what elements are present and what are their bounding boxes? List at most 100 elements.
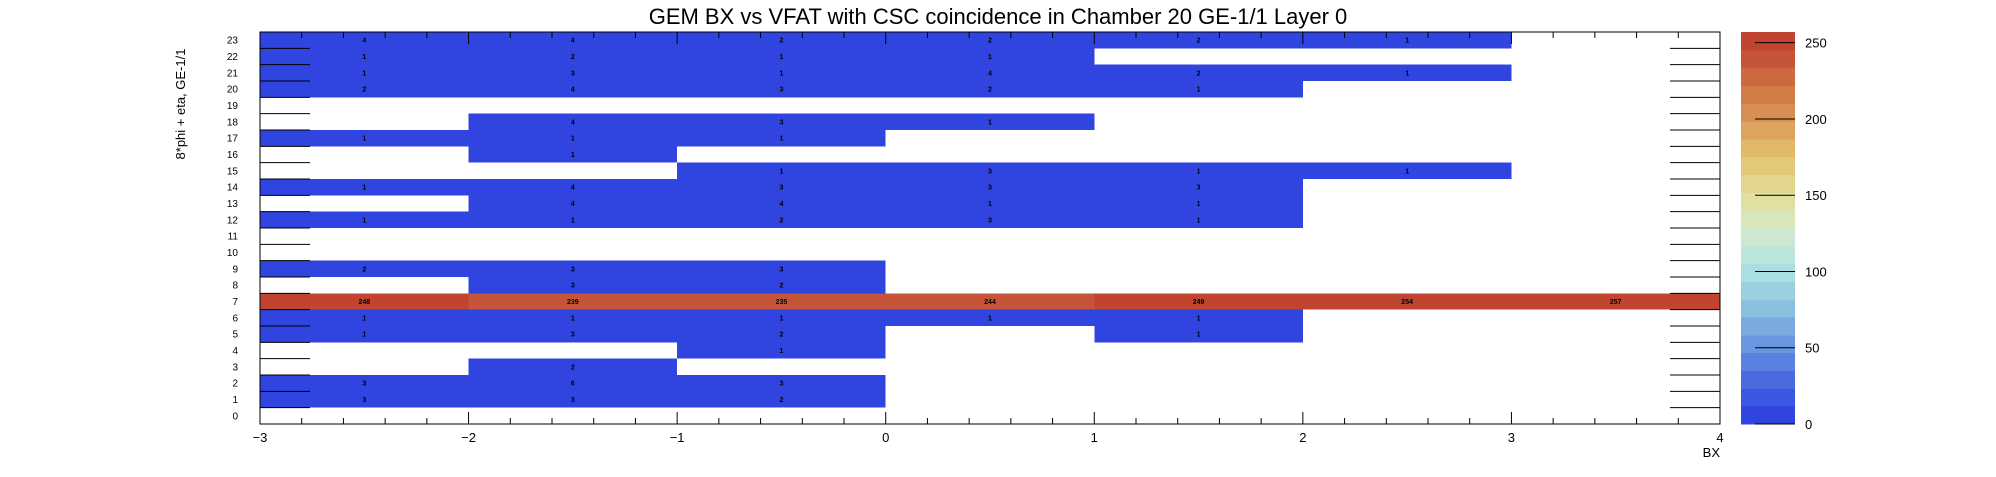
heatmap-cell: [885, 195, 1095, 212]
chart-title: GEM BX vs VFAT with CSC coincidence in C…: [649, 4, 1348, 29]
heatmap-cell: [1094, 179, 1303, 196]
heatmap-cell: [1511, 293, 1720, 310]
heatmap-cell: [1094, 309, 1303, 326]
cell-value-label: 4: [988, 70, 992, 77]
heatmap-cell: [677, 211, 886, 228]
colorbar-tick-label: 0: [1805, 417, 1812, 432]
heatmap-cell: [677, 113, 886, 130]
y-tick-label: 8: [232, 281, 238, 292]
cell-value-label: 1: [1405, 168, 1409, 175]
y-tick-label: 3: [232, 362, 238, 373]
colorbar-segment: [1741, 103, 1795, 122]
heatmap-cell: [677, 342, 886, 359]
cell-value-label: 3: [1197, 185, 1201, 192]
y-tick-label: 17: [227, 134, 239, 145]
colorbar-segment: [1741, 406, 1795, 425]
heatmap-cell: [677, 260, 886, 277]
heatmap-cell: [468, 375, 678, 392]
x-tick-label: 1: [1091, 430, 1098, 445]
colorbar-segment: [1741, 121, 1795, 140]
cell-value-label: 1: [571, 315, 575, 322]
y-tick-label: 18: [227, 117, 239, 128]
cell-value-label: 4: [571, 87, 575, 94]
y-tick-label: 0: [232, 411, 238, 422]
heatmap-cell: [677, 309, 886, 326]
cell-value-label: 249: [1193, 299, 1205, 306]
heatmap-cell: [1094, 211, 1303, 228]
heatmap-cell: [1094, 81, 1303, 98]
heatmap-cell: [468, 81, 678, 98]
heatmap-cell: [260, 211, 469, 228]
colorbar-segment: [1741, 49, 1795, 69]
heatmap-cell: [468, 391, 678, 408]
heatmap-cell: [677, 64, 886, 81]
y-tick-label: 13: [227, 199, 239, 210]
cell-value-label: 3: [988, 217, 992, 224]
cell-value-label: 235: [776, 299, 788, 306]
heatmap-cell: [1302, 32, 1512, 49]
heatmap-cell: [1094, 326, 1303, 343]
cell-value-label: 254: [1401, 299, 1413, 306]
cell-value-label: 1: [362, 70, 366, 77]
cell-value-label: 2: [779, 397, 783, 404]
heatmap-cell: [260, 260, 469, 277]
cell-value-label: 2: [1197, 70, 1201, 77]
cell-value-label: 2: [571, 364, 575, 371]
heatmap-cell: [260, 179, 469, 196]
y-tick-label: 12: [227, 215, 239, 226]
cell-value-label: 1: [362, 54, 366, 61]
heatmap-cell: [885, 293, 1095, 310]
colorbar-tick-label: 200: [1805, 112, 1827, 127]
cell-value-label: 3: [779, 185, 783, 192]
cell-value-label: 3: [779, 87, 783, 94]
heatmap-cell: [468, 326, 678, 343]
cell-value-label: 1: [779, 136, 783, 143]
colorbar-segment: [1741, 67, 1795, 86]
y-tick-label: 5: [232, 330, 238, 341]
cell-value-label: 3: [362, 381, 366, 388]
heatmap-cell: [468, 211, 678, 228]
y-tick-label: 16: [227, 150, 239, 161]
heatmap-cell: [677, 179, 886, 196]
cell-value-label: 1: [571, 217, 575, 224]
colorbar: 0 50 100 150 200 250: [1741, 32, 1827, 432]
heatmap-cell: [677, 81, 886, 98]
cell-value-label: 244: [984, 299, 996, 306]
y-tick-label: 10: [227, 248, 239, 259]
heatmap-cell: [677, 162, 886, 179]
cell-value-label: 2: [779, 217, 783, 224]
y-tick-label: 14: [227, 183, 239, 194]
colorbar-tick-label: 100: [1805, 264, 1827, 279]
heatmap-cell: [260, 32, 469, 49]
heatmap-cell: [885, 162, 1095, 179]
heatmap-cell: [677, 130, 886, 147]
y-tick-label: 19: [227, 101, 239, 112]
cell-value-label: 1: [362, 217, 366, 224]
cell-value-label: 248: [358, 299, 370, 306]
cell-value-label: 1: [362, 136, 366, 143]
cell-value-label: 1: [571, 152, 575, 159]
y-tick-label: 9: [232, 264, 238, 275]
cell-value-label: 3: [571, 283, 575, 290]
cell-value-label: 1: [779, 168, 783, 175]
cell-value-label: 1: [362, 332, 366, 339]
colorbar-segment: [1741, 192, 1795, 211]
cell-value-label: 6: [571, 381, 575, 388]
x-tick-label: −3: [253, 430, 268, 445]
cell-value-label: 4: [779, 201, 783, 208]
heatmap-cell: [468, 146, 678, 163]
cell-value-label: 2: [988, 87, 992, 94]
heatmap-cell: [468, 64, 678, 81]
heatmap-cell: [468, 358, 678, 375]
colorbar-segment: [1741, 317, 1795, 336]
cell-value-label: 1: [571, 136, 575, 143]
heatmap-cell: [260, 293, 469, 310]
cell-value-label: 2: [362, 87, 366, 94]
heatmap-cell: [260, 81, 469, 98]
colorbar-segment: [1741, 263, 1795, 282]
heatmap-cell: [468, 130, 678, 147]
cell-value-label: 2: [571, 54, 575, 61]
heatmap-cell: [468, 48, 678, 65]
